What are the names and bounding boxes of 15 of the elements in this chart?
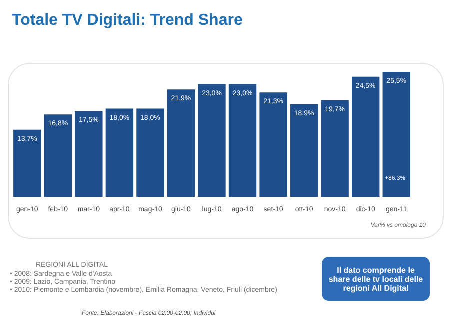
- chart-title: Totale TV Digitali: Trend Share: [12, 12, 243, 30]
- bar: [14, 130, 42, 197]
- bar: [44, 114, 72, 197]
- bar: [198, 84, 226, 197]
- bar: [352, 76, 380, 197]
- bar: [382, 72, 410, 197]
- bar: [136, 108, 164, 197]
- bar: [290, 104, 318, 197]
- bar: [167, 90, 196, 197]
- bar: [75, 111, 103, 197]
- bar: [228, 84, 257, 197]
- bar: [106, 108, 134, 197]
- bar: [260, 92, 288, 197]
- text: Il dato comprende le share delle tv locali delle regioni All Digital: [322, 257, 430, 301]
- bar: [321, 100, 349, 197]
